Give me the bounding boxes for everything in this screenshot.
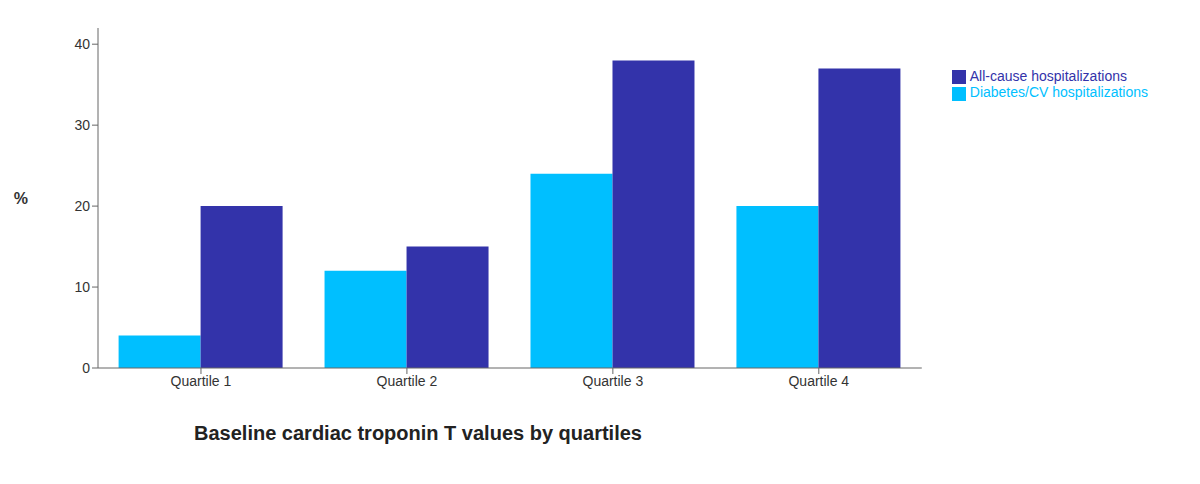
svg-text:20: 20 (74, 198, 90, 214)
svg-text:40: 40 (74, 36, 90, 52)
svg-text:Quartile 1: Quartile 1 (171, 373, 232, 389)
svg-text:0: 0 (82, 360, 90, 376)
html-text:Diabetes/CV hospitalizations: Diabetes/CV hospitalizations (969, 84, 1148, 101)
svg-text:10: 10 (74, 279, 90, 295)
svg-text:30: 30 (74, 117, 90, 133)
svg-text:%: % (14, 190, 28, 207)
html-text:Baseline cardiac troponin T va: Baseline cardiac troponin T values by qu… (194, 422, 642, 444)
html-text:All-cause hospitalizations: All-cause hospitalizations (969, 68, 1127, 84)
svg-text:Quartile 4: Quartile 4 (788, 373, 849, 389)
svg-text:Quartile 3: Quartile 3 (583, 373, 644, 389)
svg-text:Quartile 2: Quartile 2 (377, 373, 438, 389)
